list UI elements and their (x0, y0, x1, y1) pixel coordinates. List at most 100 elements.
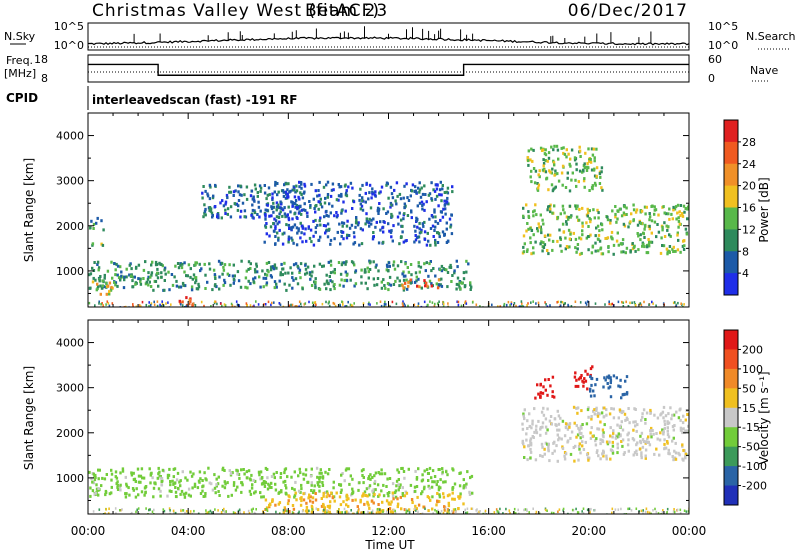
data-cell (620, 440, 623, 443)
data-cell (332, 486, 335, 490)
data-cell (638, 314, 640, 317)
data-cell (168, 288, 171, 292)
data-cell (211, 311, 213, 314)
data-cell (582, 168, 585, 172)
data-cell (164, 272, 167, 276)
data-cell (551, 451, 554, 455)
data-cell (599, 307, 601, 310)
data-cell (352, 231, 356, 235)
data-cell (319, 216, 322, 220)
data-cell (271, 205, 275, 209)
cpid-label: CPID (6, 91, 38, 105)
data-cell (539, 225, 542, 229)
data-cell (544, 431, 548, 435)
data-cell (398, 486, 401, 489)
data-cell (584, 315, 586, 318)
data-cell (95, 288, 98, 292)
data-cell (214, 508, 216, 511)
data-cell (567, 512, 569, 514)
data-cell (578, 519, 580, 522)
data-cell (208, 481, 211, 485)
data-cell (590, 383, 593, 387)
data-cell (265, 197, 268, 201)
data-cell (593, 159, 596, 163)
data-cell (540, 228, 543, 232)
data-cell (218, 514, 220, 517)
data-cell (662, 405, 666, 409)
data-cell (438, 300, 440, 303)
data-cell (433, 480, 436, 484)
data-cell (286, 213, 289, 217)
data-cell (637, 521, 639, 524)
data-cell (574, 371, 577, 375)
data-cell (621, 444, 624, 448)
data-cell (157, 313, 159, 316)
data-cell (626, 443, 630, 447)
data-cell (151, 476, 154, 480)
data-cell (582, 164, 586, 168)
data-cell (329, 211, 332, 215)
data-cell (560, 437, 563, 441)
data-cell (665, 224, 668, 228)
data-cell (611, 302, 614, 306)
data-cell (304, 473, 308, 477)
data-cell (592, 314, 594, 317)
data-cell (119, 509, 121, 512)
data-cell (417, 261, 420, 265)
data-cell (283, 206, 286, 210)
data-cell (240, 193, 243, 197)
data-cell (166, 473, 170, 477)
data-cell (657, 512, 660, 514)
data-cell (635, 429, 638, 433)
data-cell (103, 273, 106, 277)
data-cell (439, 180, 442, 184)
data-cell (545, 303, 547, 306)
data-cell (609, 221, 612, 225)
data-cell (174, 486, 177, 489)
data-cell (166, 518, 168, 521)
x-tick-label: 04:00 (171, 524, 206, 538)
data-cell (321, 476, 325, 480)
data-cell (404, 274, 407, 278)
data-cell (458, 285, 461, 289)
data-cell (374, 311, 376, 314)
data-cell (359, 202, 362, 206)
data-cell (110, 468, 113, 472)
data-cell (108, 515, 110, 518)
data-cell (372, 277, 375, 281)
data-cell (644, 421, 647, 425)
data-cell (169, 480, 172, 483)
data-cell (359, 315, 361, 318)
data-cell (565, 245, 569, 248)
data-cell (505, 308, 507, 311)
data-cell (397, 222, 400, 226)
data-cell (383, 284, 386, 287)
noise-trace (88, 26, 689, 48)
data-cell (533, 407, 536, 411)
data-cell (673, 519, 675, 522)
data-cell (454, 508, 457, 511)
data-cell (301, 510, 304, 513)
data-cell (128, 273, 131, 277)
data-cell (160, 275, 163, 279)
data-cell (570, 517, 572, 520)
data-cell (362, 476, 365, 479)
data-cell (281, 519, 283, 522)
data-cell (567, 217, 570, 221)
data-cell (396, 276, 399, 280)
data-cell (256, 270, 259, 274)
data-cell (545, 177, 548, 181)
data-cell (124, 305, 127, 307)
data-cell (324, 511, 327, 514)
data-cell (300, 186, 303, 190)
data-cell (253, 491, 256, 495)
data-cell (646, 251, 650, 255)
data-cell (377, 241, 381, 245)
data-cell (281, 189, 285, 193)
data-cell (346, 314, 348, 317)
data-cell (553, 449, 556, 453)
data-cell (445, 313, 447, 316)
data-cell (432, 267, 435, 270)
data-cell (90, 219, 93, 223)
data-cell (333, 517, 335, 520)
